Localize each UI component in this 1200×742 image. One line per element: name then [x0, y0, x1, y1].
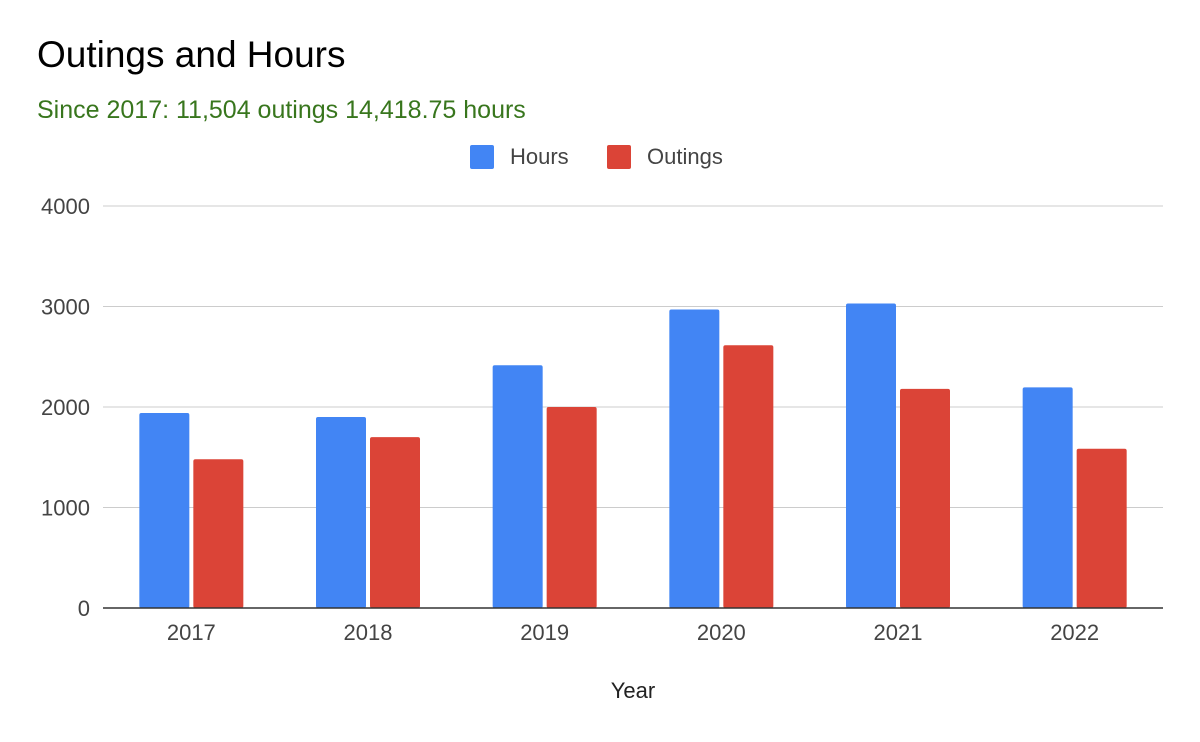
bar-outings-2020: [723, 345, 774, 608]
y-tick-label: 2000: [41, 395, 90, 420]
bar-hours-2021: [846, 303, 896, 608]
bar-outings-2019: [546, 407, 597, 608]
bar-hours-2022: [1022, 387, 1073, 608]
chart-title: Outings and Hours: [37, 34, 346, 75]
legend-label-outings: Outings: [647, 144, 723, 169]
y-tick-label: 4000: [41, 194, 90, 219]
x-tick-label: 2018: [344, 620, 393, 645]
y-tick-label: 0: [78, 596, 90, 621]
bar-outings-2018: [370, 437, 420, 608]
x-tick-label: 2022: [1050, 620, 1099, 645]
bar-outings-2021: [900, 388, 950, 608]
axes: 0 1000 2000 3000 4000 2017 2018 2019 2020 2021 202…: [41, 194, 1163, 645]
chart-subtitle: Since 2017: 11,504 outings 14,418.75 hou…: [37, 96, 526, 124]
bar-outings-2017: [193, 459, 244, 608]
x-tick-label: 2020: [697, 620, 746, 645]
legend-swatch-outings: [607, 145, 631, 169]
x-tick-label: 2019: [520, 620, 569, 645]
legend-swatch-hours: [470, 145, 494, 169]
y-tick-label: 1000: [41, 496, 90, 521]
bar-hours-2017: [139, 413, 190, 608]
y-tick-label: 3000: [41, 295, 90, 320]
legend-label-hours: Hours: [510, 144, 569, 169]
bar-hours-2018: [316, 417, 366, 608]
legend: Hours Outings: [470, 144, 723, 169]
bar-outings-2022: [1076, 448, 1127, 608]
x-axis-title: Year: [611, 678, 655, 703]
bar-hours-2020: [669, 309, 720, 608]
x-tick-label: 2017: [167, 620, 216, 645]
gridlines: [103, 205, 1163, 508]
x-tick-label: 2021: [874, 620, 923, 645]
bar-hours-2019: [492, 365, 543, 608]
bars: [139, 303, 1127, 608]
